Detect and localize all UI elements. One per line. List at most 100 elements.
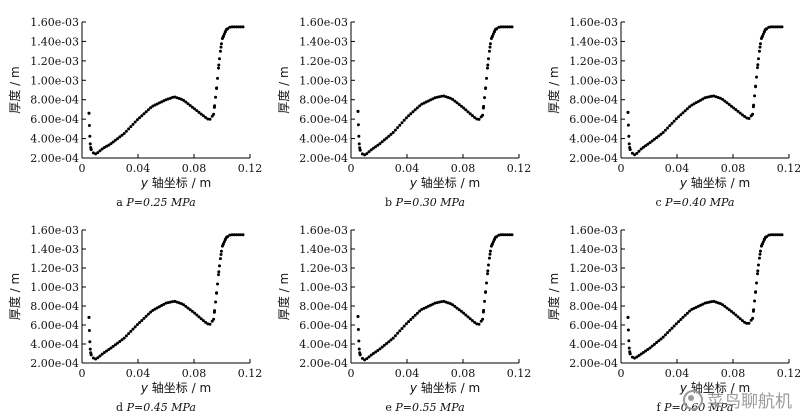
data-point <box>216 76 220 80</box>
data-point <box>771 233 775 237</box>
x-tick-label: 0.08 <box>721 162 746 175</box>
data-point <box>96 356 100 360</box>
panel-caption: e P=0.55 MPa <box>385 401 464 414</box>
data-point <box>494 235 498 239</box>
data-point <box>197 315 201 319</box>
data-point <box>626 315 630 319</box>
data-point <box>382 138 386 142</box>
y-tick-label: 1.40e-03 <box>569 35 618 48</box>
data-point <box>393 128 397 132</box>
data-point <box>357 134 361 138</box>
data-point <box>757 256 761 260</box>
data-point <box>475 322 479 326</box>
data-point <box>102 351 106 355</box>
data-point <box>237 233 241 237</box>
data-point <box>692 102 696 106</box>
data-point <box>120 338 124 342</box>
data-point <box>488 249 492 253</box>
data-point <box>657 339 661 343</box>
data-point <box>193 311 197 315</box>
x-tick-label: 0.12 <box>238 162 263 175</box>
data-point <box>661 131 665 135</box>
data-point <box>652 137 656 141</box>
data-point <box>382 343 386 347</box>
chart-panel-c: 2.00e-04 4.00e-04 6.00e-04 8.00e-04 1.00e-03… <box>546 16 800 209</box>
data-point <box>109 346 113 350</box>
data-point <box>385 136 389 140</box>
x-axis-label: y 轴坐标 / m <box>679 380 750 395</box>
data-point <box>488 45 492 49</box>
data-point <box>389 338 393 342</box>
data-point <box>652 342 656 346</box>
chart-panel-b: 2.00e-04 4.00e-04 6.00e-04 8.00e-04 1.00e-03… <box>276 16 531 209</box>
data-point <box>487 256 491 260</box>
data-point <box>756 272 759 276</box>
data-point <box>418 104 422 108</box>
panel-letter: c <box>655 196 665 209</box>
data-point <box>637 354 641 358</box>
data-point <box>151 308 155 312</box>
data-point <box>688 309 692 313</box>
data-point <box>732 106 736 110</box>
panel-letter: d <box>116 401 127 414</box>
data-point <box>756 57 760 61</box>
data-point <box>756 66 759 70</box>
data-point <box>466 315 470 319</box>
data-point <box>761 32 765 36</box>
data-point <box>111 344 115 348</box>
x-axis-label: y 轴坐标 / m <box>409 175 480 190</box>
data-point <box>732 311 736 315</box>
data-point <box>771 25 775 29</box>
data-point <box>356 109 360 113</box>
y-tick-label: 8.00e-04 <box>30 94 79 107</box>
data-point <box>87 315 91 319</box>
y-tick-label: 2.00e-04 <box>30 357 79 370</box>
data-point <box>208 117 212 121</box>
data-point <box>232 25 236 29</box>
x-tick-label: 0.04 <box>395 162 420 175</box>
data-point <box>212 112 216 116</box>
data-point <box>483 96 487 100</box>
data-point <box>188 308 192 312</box>
data-point <box>107 143 111 147</box>
data-point <box>218 257 222 261</box>
panel-pressure: P=0.45 MPa <box>126 401 196 414</box>
data-point <box>641 351 645 355</box>
data-point <box>94 357 98 361</box>
data-point <box>217 264 221 268</box>
y-axis-label: 厚度 / m <box>7 273 22 320</box>
data-point <box>666 126 670 130</box>
data-point <box>217 63 221 67</box>
data-point <box>195 109 199 113</box>
data-point <box>96 151 100 155</box>
x-tick-label: 0.08 <box>451 367 476 380</box>
data-point <box>627 142 631 146</box>
data-point <box>124 334 128 338</box>
x-tick-label: 0 <box>79 367 86 380</box>
data-point <box>491 32 495 36</box>
data-point <box>135 323 139 327</box>
data-point <box>503 25 507 29</box>
data-point <box>135 118 139 122</box>
data-point <box>486 63 490 67</box>
data-point <box>729 104 733 108</box>
data-point <box>219 42 223 46</box>
data-point <box>506 233 510 237</box>
y-tick-label: 6.00e-04 <box>569 319 618 332</box>
data-point <box>241 233 245 237</box>
data-point <box>409 112 413 116</box>
data-point <box>457 308 461 312</box>
panel-caption: b P=0.30 MPa <box>385 196 465 209</box>
data-point <box>457 103 461 107</box>
data-point <box>677 115 681 119</box>
x-axis-variable: y <box>409 176 418 190</box>
x-axis-variable: y <box>140 381 149 395</box>
data-point <box>369 353 373 357</box>
data-point <box>215 87 219 91</box>
data-point <box>685 311 689 315</box>
data-point <box>468 317 472 321</box>
data-point <box>756 263 760 267</box>
data-point <box>626 328 630 332</box>
data-point <box>87 329 91 333</box>
data-point <box>627 339 631 343</box>
